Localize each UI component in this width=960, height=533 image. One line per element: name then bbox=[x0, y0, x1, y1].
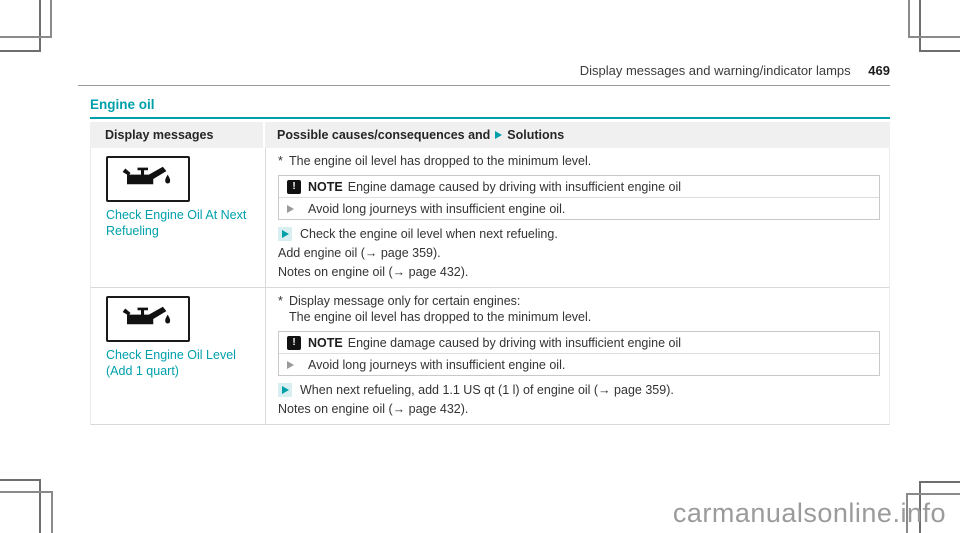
column-header-causes-text: Possible causes/consequences and bbox=[277, 128, 491, 142]
section-title-rule bbox=[90, 117, 890, 119]
table-row: Check Engine Oil Level (Add 1 quart) * D… bbox=[90, 288, 890, 425]
crop-mark bbox=[906, 493, 960, 533]
display-message-cell: Check Engine Oil Level (Add 1 quart) bbox=[91, 288, 266, 424]
table-row: Check Engine Oil At Next Refueling * The… bbox=[90, 148, 890, 288]
crop-mark bbox=[0, 479, 41, 533]
asterisk: * bbox=[278, 294, 283, 308]
note-advice-text: Avoid long journeys with insufficient en… bbox=[308, 201, 566, 216]
crop-mark bbox=[919, 0, 960, 52]
column-header-display-messages: Display messages bbox=[90, 122, 265, 148]
causes-solutions-cell: * The engine oil level has dropped to th… bbox=[266, 148, 889, 287]
display-message-cell: Check Engine Oil At Next Refueling bbox=[91, 148, 266, 287]
column-header-causes-solutions: Possible causes/consequences and Solutio… bbox=[265, 122, 890, 148]
display-message-text: Check Engine Oil Level (Add 1 quart) bbox=[106, 348, 236, 378]
gray-arrow-icon bbox=[287, 358, 301, 372]
note-label: NOTE bbox=[308, 179, 343, 194]
cause-text: Display message only for certain engines… bbox=[289, 294, 521, 308]
note-text: Engine damage caused by driving with ins… bbox=[347, 179, 682, 194]
display-symbol-box bbox=[106, 296, 190, 342]
cause-text: The engine oil level has dropped to the … bbox=[289, 154, 592, 168]
note-line: ! NOTE Engine damage caused by driving wi… bbox=[279, 176, 879, 197]
alert-icon: ! bbox=[287, 335, 301, 350]
note-advice-text: Avoid long journeys with insufficient en… bbox=[308, 357, 566, 372]
crop-mark bbox=[0, 0, 41, 52]
crop-mark bbox=[0, 0, 52, 38]
asterisk: * bbox=[278, 154, 283, 168]
crop-mark bbox=[919, 481, 960, 533]
gray-arrow-icon bbox=[287, 202, 301, 216]
note-advice-line: Avoid long journeys with insufficient en… bbox=[279, 197, 879, 219]
page-reference: Add engine oil (→ page 359). bbox=[278, 246, 441, 260]
table-header-row: Display messages Possible causes/consequ… bbox=[90, 122, 890, 148]
note-advice-line: Avoid long journeys with insufficient en… bbox=[279, 353, 879, 375]
note-line: ! NOTE Engine damage caused by driving wi… bbox=[279, 332, 879, 353]
page-reference: Notes on engine oil (→ page 432). bbox=[278, 265, 469, 279]
crop-mark bbox=[908, 0, 960, 38]
cause-line: * The engine oil level has dropped to th… bbox=[278, 153, 880, 169]
solution-arrow-icon bbox=[278, 227, 292, 241]
running-header: Display messages and warning/indicator l… bbox=[78, 63, 890, 78]
solution-line: Check the engine oil level when next ref… bbox=[278, 226, 880, 242]
display-messages-table: Display messages Possible causes/consequ… bbox=[90, 122, 890, 425]
watermark: carmanualsonline.info bbox=[672, 498, 946, 528]
note-box: ! NOTE Engine damage caused by driving wi… bbox=[278, 331, 880, 376]
cause-text: The engine oil level has dropped to the … bbox=[289, 310, 592, 324]
engine-oil-can-icon bbox=[122, 166, 171, 185]
solution-arrow-icon bbox=[278, 383, 292, 397]
header-rule bbox=[78, 85, 890, 86]
section-title: Engine oil bbox=[90, 97, 155, 112]
note-text: Engine damage caused by driving with ins… bbox=[347, 335, 682, 350]
cause-line: * Display message only for certain engin… bbox=[278, 293, 880, 309]
note-label: NOTE bbox=[308, 335, 343, 350]
display-message-text: Check Engine Oil At Next Refueling bbox=[106, 208, 247, 238]
solution-text: When next refueling, add 1.1 US qt (1 l)… bbox=[300, 383, 674, 397]
engine-oil-can-icon bbox=[122, 306, 171, 325]
page-reference: Notes on engine oil (→ page 432). bbox=[278, 402, 469, 416]
solution-line: When next refueling, add 1.1 US qt (1 l)… bbox=[278, 382, 880, 398]
running-header-title: Display messages and warning/indicator l… bbox=[579, 63, 851, 78]
solution-arrow-icon bbox=[495, 130, 503, 139]
display-symbol-box bbox=[106, 156, 190, 202]
causes-solutions-cell: * Display message only for certain engin… bbox=[266, 288, 889, 424]
column-header-solutions-text: Solutions bbox=[507, 128, 565, 142]
alert-icon: ! bbox=[287, 179, 301, 194]
note-box: ! NOTE Engine damage caused by driving wi… bbox=[278, 175, 880, 220]
solution-text: Check the engine oil level when next ref… bbox=[300, 227, 558, 241]
page-number: 469 bbox=[868, 63, 890, 78]
crop-mark bbox=[0, 491, 53, 533]
